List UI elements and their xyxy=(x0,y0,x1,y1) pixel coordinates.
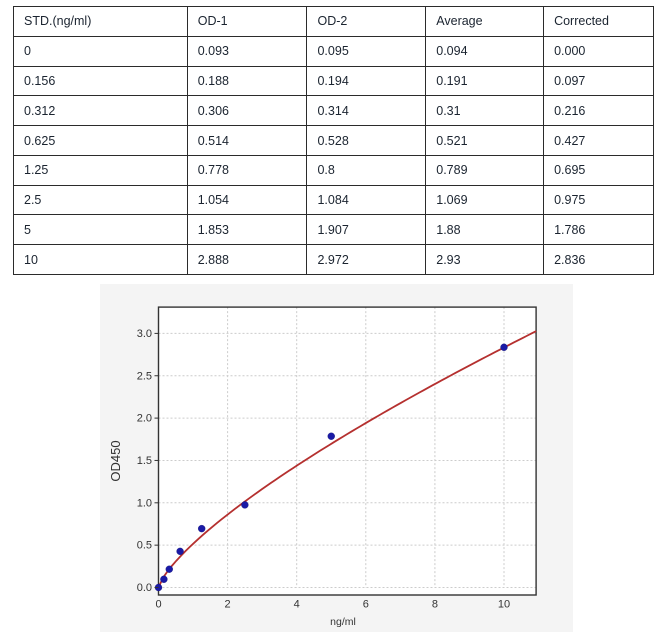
svg-text:1.0: 1.0 xyxy=(137,497,152,509)
svg-text:4: 4 xyxy=(294,599,300,611)
svg-text:OD450: OD450 xyxy=(108,440,123,481)
svg-text:0.0: 0.0 xyxy=(137,582,152,594)
svg-text:ng/ml: ng/ml xyxy=(330,616,356,628)
svg-text:8: 8 xyxy=(432,599,438,611)
svg-text:2.5: 2.5 xyxy=(137,370,152,382)
svg-text:2: 2 xyxy=(225,599,231,611)
svg-text:1.5: 1.5 xyxy=(137,455,152,467)
svg-text:2.0: 2.0 xyxy=(137,413,152,425)
svg-text:6: 6 xyxy=(363,599,369,611)
svg-text:3.0: 3.0 xyxy=(137,328,152,340)
svg-text:0: 0 xyxy=(155,599,161,611)
svg-text:0.5: 0.5 xyxy=(137,540,152,552)
svg-text:10: 10 xyxy=(498,599,510,611)
